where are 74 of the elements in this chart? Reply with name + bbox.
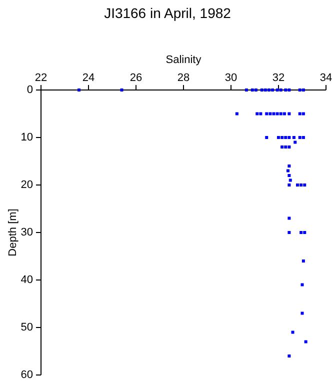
point	[268, 88, 270, 92]
point	[302, 260, 305, 262]
point	[250, 88, 254, 92]
point	[259, 112, 262, 116]
x-tick-label: 34	[320, 72, 332, 84]
y-tick-label: 10	[20, 131, 33, 144]
y-tick-label: 40	[20, 274, 33, 286]
x-tick-label: 22	[34, 72, 48, 84]
point	[284, 146, 288, 148]
point	[277, 136, 280, 139]
point	[120, 88, 124, 92]
y-tick-label: 0	[26, 84, 33, 96]
point	[280, 146, 284, 148]
point	[300, 283, 304, 286]
point	[284, 88, 288, 92]
point	[264, 88, 267, 92]
point	[276, 112, 279, 116]
point	[244, 88, 248, 92]
point	[279, 112, 282, 116]
point	[279, 88, 282, 92]
point	[272, 112, 276, 116]
point	[298, 136, 302, 139]
point	[288, 174, 291, 177]
point	[288, 216, 291, 220]
point	[302, 136, 305, 139]
point	[288, 164, 291, 168]
point	[300, 312, 304, 315]
point	[304, 340, 308, 344]
point	[268, 112, 272, 116]
point	[284, 136, 288, 139]
point	[294, 140, 297, 144]
point	[300, 231, 303, 234]
point	[288, 178, 292, 182]
point	[291, 330, 294, 334]
x-tick-label: 32	[272, 72, 285, 84]
point	[276, 88, 279, 92]
point	[288, 231, 291, 234]
point	[288, 184, 291, 186]
point	[286, 169, 290, 172]
point	[235, 112, 238, 116]
point	[298, 88, 302, 92]
x-tick-label: 26	[130, 72, 142, 84]
point	[288, 136, 291, 139]
y-tick-label: 30	[20, 226, 33, 238]
x-tick-label: 30	[224, 72, 238, 84]
point	[256, 112, 259, 116]
x-tick-label: 28	[177, 72, 190, 84]
point	[303, 231, 306, 234]
y-tick-label: 20	[20, 178, 33, 191]
point	[271, 88, 274, 92]
x-axis-title: Salinity	[166, 54, 202, 66]
point	[78, 88, 80, 92]
y-tick-label: 50	[20, 321, 33, 334]
point	[265, 112, 268, 116]
point	[300, 184, 303, 186]
point	[292, 136, 296, 139]
point	[254, 88, 258, 92]
point	[288, 88, 291, 92]
x-tick-label: 24	[82, 72, 95, 84]
point	[260, 88, 264, 92]
y-tick-label: 60	[20, 368, 33, 381]
point	[280, 136, 284, 139]
point	[288, 146, 291, 148]
point	[302, 88, 305, 92]
point	[303, 184, 306, 186]
chart-title: JI3166 in April, 1982	[104, 5, 232, 21]
point	[282, 112, 286, 116]
point	[296, 184, 299, 186]
point	[288, 112, 291, 116]
point	[265, 136, 268, 139]
point	[288, 354, 291, 358]
point	[302, 112, 305, 116]
y-axis-title: Depth [m]	[7, 208, 20, 256]
point	[298, 112, 302, 116]
